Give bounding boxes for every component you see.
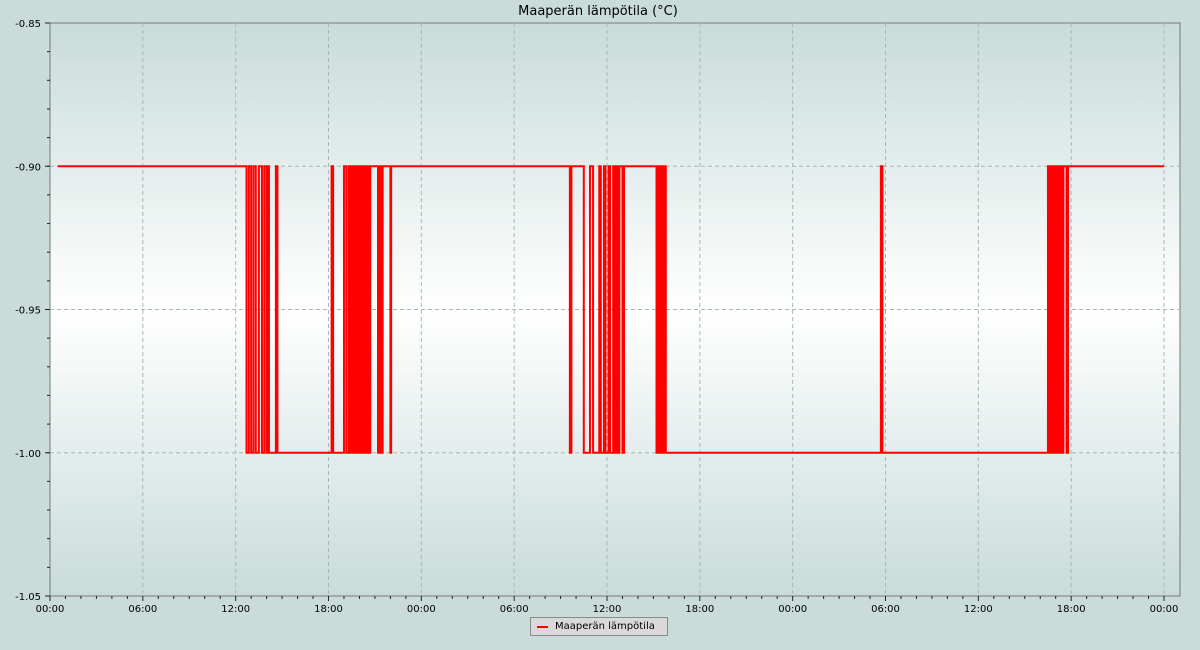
- y-tick-label: -0.85: [15, 19, 41, 30]
- x-tick-label: 06:00: [500, 604, 529, 615]
- y-tick-label: -1.00: [15, 449, 41, 460]
- x-tick-label: 18:00: [314, 604, 343, 615]
- x-tick-label: 06:00: [871, 604, 900, 615]
- x-tick-label: 12:00: [221, 604, 250, 615]
- y-tick-label: -0.95: [15, 306, 41, 317]
- y-tick-label: -1.05: [15, 592, 41, 603]
- x-tick-label: 00:00: [36, 604, 65, 615]
- legend-line-swatch: [537, 625, 548, 628]
- data-series-line: [57, 165, 1164, 454]
- x-tick-label: 06:00: [128, 604, 157, 615]
- legend-series-label: Maaperän lämpötila: [555, 621, 655, 632]
- x-tick-label: 00:00: [778, 604, 807, 615]
- x-tick-label: 00:00: [407, 604, 436, 615]
- chart-legend: Maaperän lämpötila: [530, 617, 668, 636]
- series-layer: [57, 165, 1164, 454]
- x-tick-label: 12:00: [964, 604, 993, 615]
- y-tick-label: -0.90: [15, 162, 41, 173]
- x-tick-label: 18:00: [685, 604, 714, 615]
- x-tick-label: 12:00: [593, 604, 622, 615]
- x-tick-label: 00:00: [1150, 604, 1179, 615]
- chart-title: Maaperän lämpötila (°C): [518, 4, 678, 19]
- x-tick-label: 18:00: [1057, 604, 1086, 615]
